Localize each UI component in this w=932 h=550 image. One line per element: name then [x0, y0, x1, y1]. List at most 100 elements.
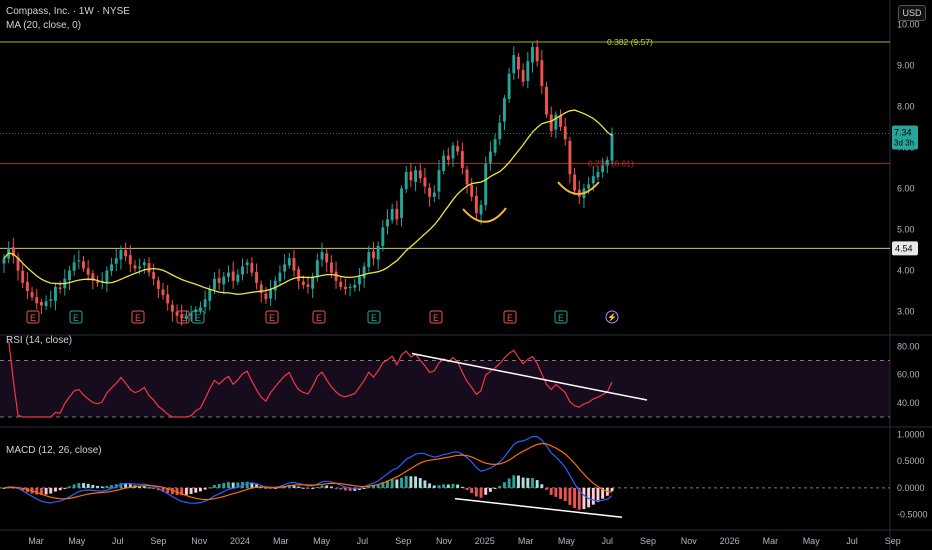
candle-body	[343, 286, 347, 290]
macd-histogram-bar	[278, 487, 282, 489]
candle-body	[367, 252, 371, 267]
rsi-divergence-trendline	[411, 352, 648, 401]
candle-body	[133, 265, 137, 269]
macd-divergence-trendline	[454, 497, 623, 519]
time-tick-label: Mar	[28, 536, 44, 546]
candle-body	[549, 114, 553, 132]
macd-histogram-bar	[227, 482, 230, 488]
macd-histogram-bar	[601, 487, 605, 499]
candle-body	[488, 151, 492, 163]
macd-histogram-bar	[442, 484, 446, 488]
macd-title: MACD (12, 26, close)	[6, 445, 102, 456]
macd-histogram-bar	[96, 485, 99, 488]
candle-body	[119, 250, 123, 260]
macd-histogram-bar	[329, 486, 333, 488]
macd-histogram-bar	[170, 487, 174, 495]
macd-histogram-bar	[502, 482, 506, 488]
macd-histogram-bar	[610, 487, 614, 492]
macd-histogram-bar	[189, 487, 193, 494]
macd-histogram-bar	[404, 475, 408, 488]
macd-histogram-bar	[343, 487, 347, 491]
candle-body	[596, 172, 600, 178]
candle-body	[568, 140, 572, 175]
macd-histogram-bar	[301, 487, 305, 489]
earnings-marker: E	[429, 310, 443, 324]
earnings-marker: E	[26, 310, 40, 324]
macd-histogram-bar	[311, 487, 315, 489]
macd-histogram-bar	[465, 487, 469, 490]
macd-histogram-bar	[208, 487, 212, 489]
macd-histogram-bar	[184, 487, 188, 495]
earnings-marker: E	[131, 310, 145, 324]
earnings-marker-box	[367, 310, 381, 324]
macd-histogram-bar	[362, 487, 366, 489]
time-tick-label: May	[313, 536, 331, 546]
candle-body	[563, 126, 567, 140]
macd-histogram-bar	[166, 487, 170, 494]
candle-body	[418, 170, 422, 179]
candle-body	[357, 276, 361, 285]
candle-body	[507, 73, 511, 99]
candle-body	[517, 56, 520, 70]
candle-body	[451, 145, 455, 159]
candle-body	[297, 269, 301, 281]
macd-histogram-bar	[531, 478, 534, 488]
macd-histogram-bar	[568, 487, 572, 505]
candle-body	[386, 219, 389, 227]
candle-body	[49, 299, 53, 301]
earnings-marker: E	[176, 310, 190, 324]
time-tick-label: Jul	[112, 536, 124, 546]
macd-histogram-bar	[395, 479, 399, 488]
macd-histogram-bar	[414, 476, 418, 488]
macd-histogram-bar	[306, 487, 310, 489]
candle-body	[372, 251, 375, 259]
time-tick-label: Jul	[846, 536, 858, 546]
macd-histogram-bar	[517, 475, 520, 488]
macd-histogram-bar	[320, 485, 324, 488]
macd-histogram-bar	[180, 487, 184, 496]
earnings-marker-label: E	[371, 313, 377, 323]
candle-body	[147, 263, 151, 273]
macd-histogram-bar	[423, 480, 427, 488]
time-tick-label: Mar	[518, 536, 534, 546]
currency-button[interactable]: USD	[898, 5, 926, 21]
price-tick-label: 10.00	[897, 19, 920, 29]
macd-histogram-bar	[245, 481, 249, 488]
macd-histogram-bar	[21, 487, 25, 491]
candle-body	[311, 276, 315, 289]
macd-histogram-bar	[315, 486, 319, 488]
candle-body	[213, 278, 216, 290]
candle-body	[605, 159, 609, 165]
candle-body	[531, 46, 534, 63]
candle-body	[610, 133, 614, 161]
macd-histogram-bar	[479, 487, 483, 498]
candle-body	[545, 86, 548, 115]
earnings-marker-label: E	[195, 313, 201, 323]
candle-body	[138, 266, 142, 269]
candle-body	[409, 171, 413, 181]
macd-histogram-bar	[521, 477, 525, 488]
candle-body	[255, 272, 259, 283]
candle-body	[390, 209, 394, 221]
macd-histogram-bar	[488, 487, 492, 492]
macd-histogram-bar	[432, 485, 436, 488]
macd-histogram-bar	[222, 482, 226, 488]
fib-level-label: 0.382 (9.57)	[607, 37, 653, 47]
macd-histogram-bar	[334, 487, 338, 489]
candle-body	[72, 262, 76, 271]
candle-body	[535, 47, 539, 62]
candle-body	[521, 69, 525, 82]
candle-body	[474, 195, 478, 214]
candle-body	[587, 184, 591, 189]
rsi-title: RSI (14, close)	[6, 335, 72, 346]
candle-body	[493, 139, 497, 153]
rsi-tick-label: 40.00	[897, 398, 920, 408]
macd-histogram-bar	[147, 487, 151, 489]
price-tick-label: 6.00	[897, 183, 915, 193]
candle-body	[320, 252, 324, 260]
candle-body	[432, 192, 436, 197]
macd-histogram-bar	[255, 484, 259, 488]
macd-histogram-bar	[470, 487, 474, 494]
macd-histogram-bar	[250, 482, 254, 488]
candle-body	[2, 258, 6, 264]
